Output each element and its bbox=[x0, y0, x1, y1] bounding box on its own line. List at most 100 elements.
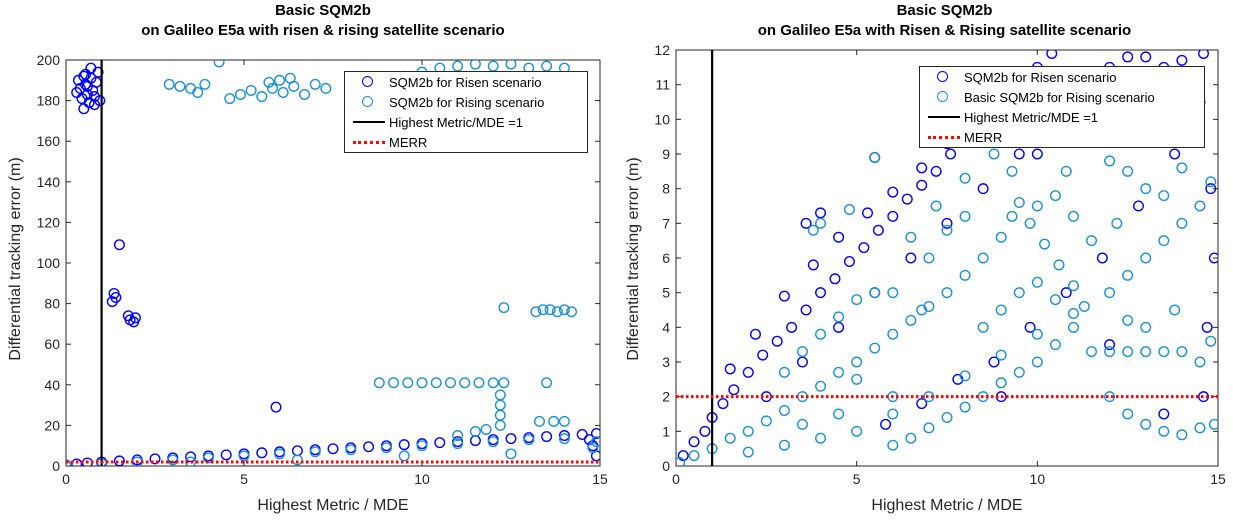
data-point-series-1 bbox=[815, 380, 827, 392]
data-point-series-1 bbox=[291, 454, 303, 466]
data-point-series-0 bbox=[807, 259, 819, 271]
data-point-series-1 bbox=[869, 151, 881, 163]
data-point-series-1 bbox=[309, 446, 321, 458]
data-point-series-1 bbox=[167, 454, 179, 466]
data-point-series-1 bbox=[1122, 165, 1134, 177]
data-point-series-1 bbox=[1208, 418, 1218, 430]
data-point-series-1 bbox=[1194, 356, 1206, 368]
data-point-series-1 bbox=[505, 448, 517, 460]
data-point-series-1 bbox=[843, 203, 855, 215]
data-point-series-0 bbox=[757, 349, 769, 361]
data-point-series-0 bbox=[398, 439, 410, 451]
data-point-series-1 bbox=[416, 440, 428, 452]
data-point-series-0 bbox=[688, 436, 700, 448]
data-point-series-1 bbox=[530, 306, 542, 318]
data-point-series-1 bbox=[724, 432, 736, 444]
data-point-series-1 bbox=[851, 425, 863, 437]
data-point-series-0 bbox=[576, 429, 588, 441]
legend-item-rising: SQM2b for Rising scenario bbox=[345, 92, 587, 112]
data-point-series-1 bbox=[869, 342, 881, 354]
data-point-series-1 bbox=[977, 252, 989, 264]
data-point-series-0 bbox=[541, 431, 553, 443]
data-point-series-1 bbox=[309, 78, 321, 90]
y-tick-label: 2 bbox=[662, 389, 670, 405]
data-point-series-0 bbox=[1169, 148, 1181, 160]
data-point-series-1 bbox=[192, 86, 204, 98]
data-point-series-1 bbox=[224, 93, 236, 105]
data-point-series-0 bbox=[887, 186, 899, 198]
data-point-series-0 bbox=[677, 450, 689, 462]
data-point-series-1 bbox=[941, 287, 953, 299]
data-point-series-0 bbox=[977, 183, 989, 195]
data-point-series-1 bbox=[245, 84, 257, 96]
data-point-series-1 bbox=[1104, 391, 1116, 403]
data-point-series-1 bbox=[1013, 287, 1025, 299]
data-point-series-1 bbox=[887, 287, 899, 299]
data-point-series-0 bbox=[149, 453, 161, 465]
chart-left: 0 5 10 15 0 20 40 60 80 100 120 140 160 180 200 Basic … bbox=[0, 0, 616, 521]
data-point-series-0 bbox=[901, 193, 913, 205]
chart-right-ylabel: Differential tracking error (m) bbox=[625, 157, 642, 361]
data-point-series-0 bbox=[78, 103, 90, 115]
data-point-series-0 bbox=[916, 179, 928, 191]
data-point-series-1 bbox=[373, 377, 385, 389]
data-point-series-1 bbox=[234, 89, 246, 101]
data-point-series-0 bbox=[952, 373, 964, 385]
data-point-series-1 bbox=[1122, 269, 1134, 281]
data-point-series-1 bbox=[1060, 165, 1072, 177]
data-point-series-1 bbox=[1078, 301, 1090, 313]
y-tick-label: 0 bbox=[662, 458, 670, 474]
data-point-series-0 bbox=[558, 430, 570, 442]
data-point-series-1 bbox=[760, 415, 772, 427]
data-point-series-1 bbox=[284, 72, 296, 84]
data-point-series-0 bbox=[1201, 321, 1213, 333]
data-point-series-1 bbox=[807, 224, 819, 236]
data-point-series-1 bbox=[1067, 210, 1079, 222]
data-point-series-1 bbox=[558, 415, 570, 427]
data-point-series-0 bbox=[941, 217, 953, 229]
y-tick-label: 6 bbox=[662, 250, 670, 266]
data-point-series-1 bbox=[498, 377, 510, 389]
data-point-series-1 bbox=[452, 438, 464, 450]
chart-left-xlabel: Highest Metric / MDE bbox=[257, 497, 409, 514]
data-point-series-1 bbox=[815, 432, 827, 444]
data-point-series-1 bbox=[988, 148, 1000, 160]
data-point-series-1 bbox=[402, 377, 414, 389]
data-point-series-1 bbox=[473, 377, 485, 389]
data-point-series-1 bbox=[274, 74, 286, 86]
data-point-series-1 bbox=[887, 328, 899, 340]
data-point-series-0 bbox=[434, 437, 446, 449]
data-point-series-1 bbox=[1122, 408, 1134, 420]
data-point-series-1 bbox=[1104, 155, 1116, 167]
data-point-series-1 bbox=[688, 450, 700, 462]
legend-item-threshold: Highest Metric/MDE =1 bbox=[345, 112, 587, 132]
data-point-series-0 bbox=[1104, 339, 1116, 351]
data-point-series-1 bbox=[256, 91, 268, 103]
data-point-series-1 bbox=[887, 439, 899, 451]
chart-left-title: Basic SQM2b bbox=[275, 2, 371, 19]
legend-marker-rising bbox=[345, 92, 389, 112]
data-point-series-1 bbox=[959, 269, 971, 281]
data-point-series-1 bbox=[1049, 190, 1061, 202]
data-point-series-1 bbox=[452, 430, 464, 442]
data-point-series-1 bbox=[541, 60, 553, 72]
data-point-series-1 bbox=[1086, 346, 1098, 358]
data-point-series-1 bbox=[959, 401, 971, 413]
chart-right-legend: SQM2b for Risen scenario Basic SQM2b for… bbox=[919, 66, 1205, 148]
legend-item-risen: SQM2b for Risen scenario bbox=[345, 72, 587, 92]
data-point-series-0 bbox=[1046, 50, 1058, 59]
chart-left-subtitle: on Galileo E5a with risen & rising satel… bbox=[141, 22, 505, 39]
data-point-series-1 bbox=[430, 377, 442, 389]
data-point-series-1 bbox=[833, 311, 845, 323]
data-point-series-1 bbox=[566, 306, 578, 318]
chart-left-legend: SQM2b for Risen scenario SQM2b for Risin… bbox=[344, 71, 588, 153]
data-point-series-1 bbox=[1205, 335, 1217, 347]
data-point-series-1 bbox=[959, 172, 971, 184]
data-point-series-1 bbox=[1031, 200, 1043, 212]
data-point-series-0 bbox=[880, 418, 892, 430]
data-point-series-0 bbox=[800, 304, 812, 316]
data-point-series-1 bbox=[1122, 314, 1134, 326]
legend-marker-risen bbox=[920, 67, 964, 87]
data-point-series-1 bbox=[905, 314, 917, 326]
data-point-series-1 bbox=[213, 60, 225, 68]
